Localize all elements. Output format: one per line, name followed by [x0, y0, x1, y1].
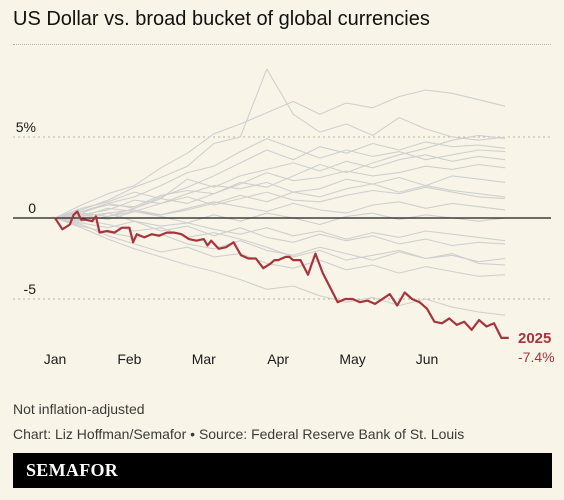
x-tick-label: May — [339, 351, 365, 367]
series-2025-value-label: -7.4% — [518, 349, 555, 365]
x-tick-label: Jun — [416, 351, 439, 367]
gray-series-line — [54, 175, 506, 219]
brand-logo: SEMAFOR — [26, 460, 119, 480]
footer-credit: Chart: Liz Hoffman/Semafor • Source: Fed… — [13, 426, 465, 442]
gray-series-line — [54, 201, 506, 222]
y-tick-label: 5% — [16, 119, 36, 135]
title-divider — [13, 44, 551, 45]
x-tick-label: Feb — [117, 351, 141, 367]
gray-series-line — [54, 163, 506, 219]
gray-series-group — [54, 68, 506, 316]
x-tick-label: Jan — [44, 351, 67, 367]
gray-series-line — [54, 154, 506, 219]
gray-series-line — [54, 217, 506, 247]
chart-title: US Dollar vs. broad bucket of global cur… — [13, 8, 430, 30]
gray-series-line — [54, 138, 506, 219]
chart: Jan Feb Mar Apr May Jun 5% 0 -5 2025 -7.4% — [13, 68, 555, 367]
series-2025-name-label: 2025 — [518, 330, 551, 347]
gray-series-line — [54, 68, 506, 219]
gray-series-line — [54, 217, 506, 277]
end-labels: 2025 -7.4% — [518, 330, 555, 365]
gray-series-line — [54, 217, 506, 316]
gray-series-line — [54, 141, 506, 219]
x-tick-label: Apr — [267, 351, 289, 367]
series-2025-line — [54, 210, 509, 339]
gray-series-line — [54, 212, 506, 242]
y-axis: 5% 0 -5 — [16, 119, 36, 297]
x-axis: Jan Feb Mar Apr May Jun — [44, 351, 439, 367]
brand-bar: SEMAFOR — [13, 453, 552, 488]
footer-note: Not inflation-adjusted — [13, 401, 145, 417]
highlight-series-group — [54, 210, 509, 339]
gray-series-line — [54, 89, 506, 219]
y-tick-label: -5 — [24, 281, 37, 297]
x-tick-label: Mar — [192, 351, 216, 367]
gray-series-line — [54, 183, 506, 222]
y-tick-label: 0 — [28, 200, 36, 216]
gray-series-line — [54, 134, 506, 219]
